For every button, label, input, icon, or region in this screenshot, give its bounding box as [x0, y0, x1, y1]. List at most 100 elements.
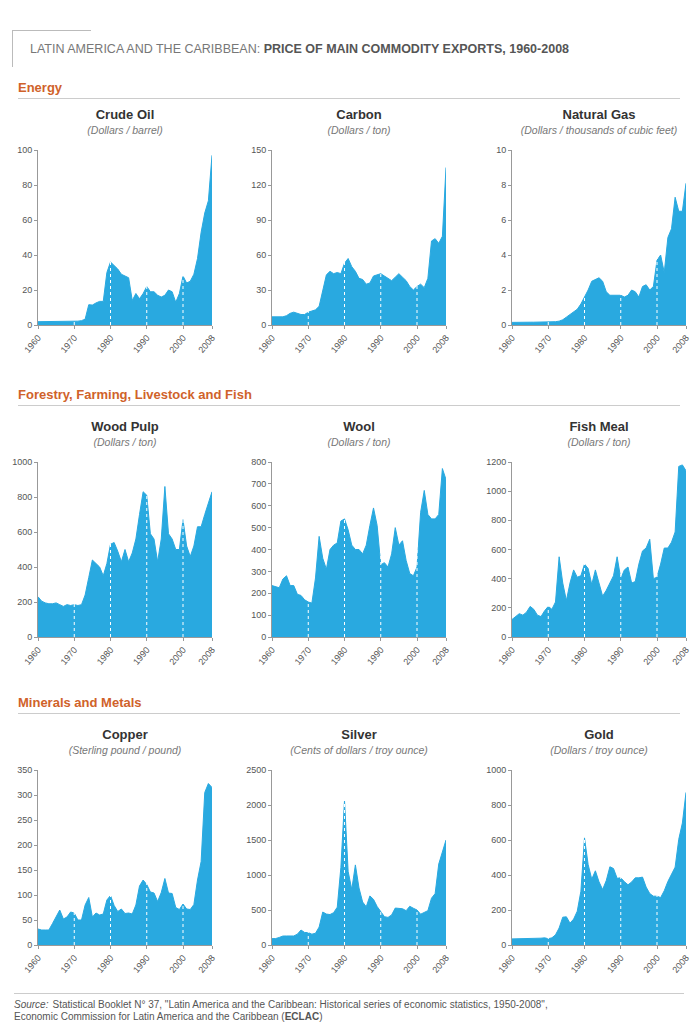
- svg-text:1980: 1980: [569, 645, 590, 667]
- svg-text:2000: 2000: [641, 645, 662, 667]
- svg-text:1200: 1200: [486, 457, 506, 467]
- svg-text:1980: 1980: [329, 645, 350, 667]
- svg-text:1970: 1970: [59, 645, 80, 667]
- svg-text:1970: 1970: [293, 953, 314, 975]
- svg-text:0: 0: [261, 940, 266, 950]
- svg-text:40: 40: [22, 250, 32, 260]
- svg-text:1000: 1000: [12, 457, 32, 467]
- svg-text:1000: 1000: [486, 765, 506, 775]
- svg-text:30: 30: [256, 285, 266, 295]
- svg-text:1970: 1970: [59, 953, 80, 975]
- svg-text:400: 400: [491, 574, 506, 584]
- svg-text:600: 600: [491, 835, 506, 845]
- svg-text:1960: 1960: [496, 953, 517, 975]
- svg-text:6: 6: [501, 215, 506, 225]
- svg-text:1990: 1990: [365, 645, 386, 667]
- svg-text:2000: 2000: [401, 645, 422, 667]
- svg-text:1980: 1980: [329, 953, 350, 975]
- svg-text:4: 4: [501, 250, 506, 260]
- svg-text:1990: 1990: [605, 953, 626, 975]
- svg-text:2008: 2008: [430, 333, 451, 355]
- svg-text:350: 350: [17, 765, 32, 775]
- svg-text:2500: 2500: [246, 765, 266, 775]
- svg-text:1970: 1970: [533, 953, 554, 975]
- svg-text:8: 8: [501, 180, 506, 190]
- svg-text:1960: 1960: [256, 645, 277, 667]
- svg-text:60: 60: [256, 250, 266, 260]
- svg-text:0: 0: [27, 940, 32, 950]
- svg-text:0: 0: [501, 320, 506, 330]
- svg-text:2000: 2000: [641, 333, 662, 355]
- svg-text:200: 200: [491, 603, 506, 613]
- svg-text:1960: 1960: [22, 953, 43, 975]
- svg-text:200: 200: [251, 588, 266, 598]
- svg-text:800: 800: [251, 457, 266, 467]
- svg-text:0: 0: [501, 632, 506, 642]
- svg-text:1980: 1980: [329, 333, 350, 355]
- svg-text:2008: 2008: [196, 333, 217, 355]
- svg-text:400: 400: [17, 562, 32, 572]
- svg-text:700: 700: [251, 479, 266, 489]
- svg-text:1990: 1990: [131, 333, 152, 355]
- svg-text:2000: 2000: [167, 953, 188, 975]
- svg-text:2000: 2000: [401, 953, 422, 975]
- svg-text:1970: 1970: [59, 333, 80, 355]
- svg-text:1500: 1500: [246, 835, 266, 845]
- svg-text:0: 0: [261, 320, 266, 330]
- svg-text:800: 800: [491, 800, 506, 810]
- svg-text:250: 250: [17, 815, 32, 825]
- svg-text:2008: 2008: [430, 953, 451, 975]
- svg-text:2008: 2008: [430, 645, 451, 667]
- svg-text:0: 0: [501, 940, 506, 950]
- svg-text:80: 80: [22, 180, 32, 190]
- svg-text:1980: 1980: [95, 953, 116, 975]
- svg-text:1990: 1990: [605, 333, 626, 355]
- svg-text:1990: 1990: [131, 953, 152, 975]
- svg-text:0: 0: [261, 632, 266, 642]
- svg-text:2000: 2000: [401, 333, 422, 355]
- svg-text:1980: 1980: [95, 645, 116, 667]
- svg-text:1960: 1960: [256, 953, 277, 975]
- svg-text:2008: 2008: [670, 953, 691, 975]
- svg-text:1990: 1990: [131, 645, 152, 667]
- svg-text:1970: 1970: [533, 645, 554, 667]
- svg-text:90: 90: [256, 215, 266, 225]
- svg-text:600: 600: [17, 527, 32, 537]
- svg-text:1960: 1960: [22, 645, 43, 667]
- svg-text:1960: 1960: [496, 645, 517, 667]
- svg-text:2008: 2008: [196, 953, 217, 975]
- svg-text:2000: 2000: [641, 953, 662, 975]
- svg-text:100: 100: [17, 145, 32, 155]
- svg-text:300: 300: [251, 567, 266, 577]
- svg-text:150: 150: [17, 865, 32, 875]
- svg-text:400: 400: [491, 870, 506, 880]
- svg-text:150: 150: [251, 145, 266, 155]
- svg-text:50: 50: [22, 915, 32, 925]
- svg-text:0: 0: [27, 320, 32, 330]
- svg-text:800: 800: [491, 515, 506, 525]
- svg-text:2000: 2000: [167, 333, 188, 355]
- svg-text:1000: 1000: [486, 486, 506, 496]
- svg-text:500: 500: [251, 905, 266, 915]
- svg-text:10: 10: [496, 145, 506, 155]
- svg-text:2008: 2008: [670, 333, 691, 355]
- svg-text:200: 200: [17, 597, 32, 607]
- svg-text:200: 200: [491, 905, 506, 915]
- svg-text:2000: 2000: [167, 645, 188, 667]
- svg-text:500: 500: [251, 523, 266, 533]
- svg-text:2: 2: [501, 285, 506, 295]
- svg-text:1990: 1990: [605, 645, 626, 667]
- svg-text:800: 800: [17, 492, 32, 502]
- svg-text:1970: 1970: [293, 645, 314, 667]
- svg-text:1960: 1960: [496, 333, 517, 355]
- svg-text:100: 100: [251, 610, 266, 620]
- svg-text:1960: 1960: [22, 333, 43, 355]
- svg-text:200: 200: [17, 840, 32, 850]
- svg-text:0: 0: [27, 632, 32, 642]
- svg-text:1960: 1960: [256, 333, 277, 355]
- svg-text:20: 20: [22, 285, 32, 295]
- svg-text:120: 120: [251, 180, 266, 190]
- svg-text:100: 100: [17, 890, 32, 900]
- svg-text:1980: 1980: [569, 953, 590, 975]
- svg-text:300: 300: [17, 790, 32, 800]
